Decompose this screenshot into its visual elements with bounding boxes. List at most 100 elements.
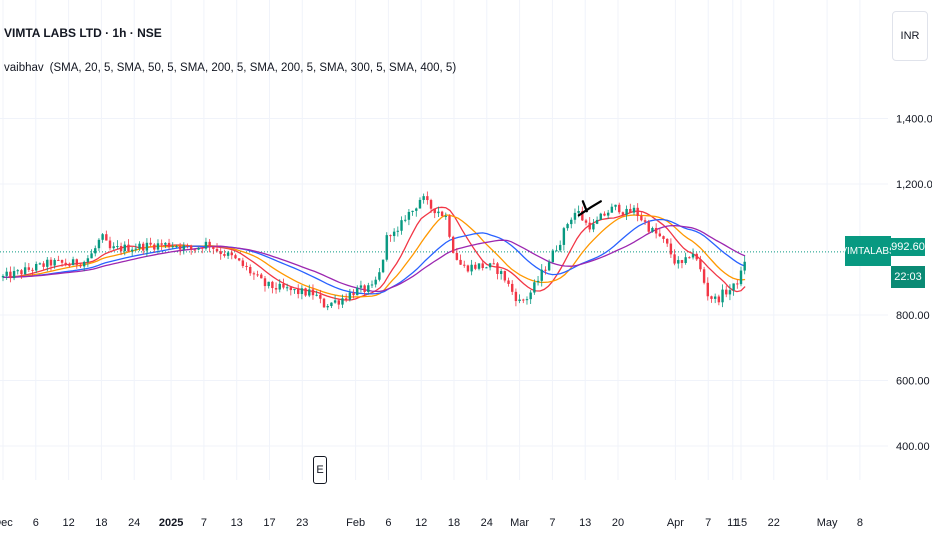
time-tick-label: 2025 — [159, 517, 183, 529]
candle-body — [82, 261, 86, 267]
candle-body — [293, 289, 296, 291]
candle-body — [529, 292, 532, 300]
candle-body — [603, 213, 606, 216]
currency-button[interactable]: INR — [892, 11, 928, 61]
time-tick-label: Dec — [0, 517, 13, 529]
candle-body — [352, 292, 355, 296]
candle-body — [189, 245, 193, 250]
price-tick-label: 1,400.00 — [896, 114, 932, 126]
candle-body — [304, 288, 307, 296]
candle-body — [86, 258, 90, 262]
candle-body — [219, 251, 222, 255]
time-tick-label: 20 — [612, 517, 624, 529]
price-tick-label: 1,200.00 — [896, 179, 932, 191]
candle-body — [618, 204, 621, 213]
candle-body — [547, 262, 551, 271]
moving-average-sma-200[interactable] — [3, 218, 746, 295]
candle-body — [53, 259, 56, 266]
symbol-title[interactable]: VIMTA LABS LTD · 1h · NSE — [4, 26, 162, 40]
user-drawing[interactable] — [577, 200, 602, 217]
candle-body — [356, 287, 359, 296]
candle-body — [533, 282, 536, 293]
candle-body — [725, 289, 728, 295]
candle-body — [739, 270, 743, 285]
candle-body — [584, 220, 588, 223]
candle-body — [267, 281, 270, 287]
candle-body — [256, 274, 259, 276]
candle-body — [101, 234, 104, 240]
candle-body — [97, 239, 101, 249]
candle-body — [651, 227, 654, 232]
candle-body — [459, 259, 462, 265]
time-tick-label: 15 — [735, 517, 747, 529]
trend-drawing[interactable] — [577, 200, 602, 217]
candle-body — [308, 289, 311, 296]
candle-body — [562, 228, 566, 245]
candle-body — [149, 242, 152, 245]
candle-body — [640, 215, 643, 221]
time-tick-label: 18 — [448, 517, 460, 529]
candle-body — [215, 248, 219, 252]
time-tick-label: 23 — [296, 517, 308, 529]
candle-body — [588, 222, 591, 230]
candle-body — [322, 298, 326, 308]
candle-body — [437, 211, 440, 214]
time-tick-label: 7 — [201, 517, 207, 529]
candle-body — [680, 260, 684, 263]
candle-body — [415, 208, 418, 211]
indicator-legend[interactable]: vaibhav (SMA, 20, 5, SMA, 50, 5, SMA, 200… — [4, 62, 456, 74]
candle-body — [237, 258, 241, 261]
candle-body — [285, 287, 289, 289]
candle-body — [440, 211, 444, 216]
candle-body — [193, 249, 197, 251]
moving-average-sma-20[interactable] — [2, 206, 746, 301]
candle-body — [695, 253, 698, 260]
candle-body — [378, 272, 381, 280]
price-axis[interactable]: 400.00 600.00 800.00 1,200.00 1,400.00 — [896, 114, 932, 454]
price-tick-label: 400.00 — [896, 441, 930, 453]
time-tick-label: 8 — [857, 517, 863, 529]
candle-body — [1, 275, 5, 278]
time-tick-label: 6 — [385, 517, 391, 529]
candle-body — [658, 233, 662, 237]
candle-body — [573, 212, 577, 220]
candle-body — [621, 212, 625, 215]
candle-body — [551, 250, 555, 263]
candle-body — [68, 264, 71, 266]
time-tick-label: Apr — [667, 517, 684, 529]
candle-body — [636, 207, 639, 216]
symbol-price-tag: VIMTALABS — [840, 236, 896, 266]
candle-body — [142, 243, 145, 251]
candle-body — [470, 264, 473, 272]
candle-body — [171, 246, 174, 248]
time-axis[interactable]: Dec 6 12 18 24 2025 7 13 17 23 Feb 6 12 18 24 Mar 7 13 20 A… — [0, 517, 863, 529]
candle-body — [42, 263, 45, 267]
candle-body — [23, 267, 27, 275]
bar-countdown-label: 22:03 — [891, 266, 925, 288]
earnings-badge[interactable]: E — [313, 456, 327, 484]
candle-body — [570, 219, 573, 225]
candle-body — [614, 204, 617, 207]
time-tick-label: 6 — [33, 517, 39, 529]
candle-body — [156, 243, 160, 250]
candlesticks[interactable] — [1, 191, 746, 311]
candle-body — [175, 246, 178, 248]
candle-body — [643, 220, 647, 222]
candle-body — [153, 244, 156, 250]
time-tick-label: 24 — [128, 517, 140, 529]
candle-body — [503, 271, 507, 281]
candle-body — [359, 285, 363, 288]
candle-body — [38, 263, 42, 265]
moving-average-sma-50[interactable] — [3, 214, 746, 298]
candle-body — [743, 261, 746, 271]
candle-body — [208, 241, 211, 247]
candle-body — [260, 274, 263, 279]
candle-body — [330, 302, 333, 307]
candle-body — [389, 235, 392, 237]
candle-body — [666, 238, 669, 244]
moving-average-sma-300[interactable] — [3, 224, 746, 293]
candle-body — [108, 240, 112, 249]
candle-body — [186, 245, 189, 247]
time-tick-label: Feb — [346, 517, 365, 529]
